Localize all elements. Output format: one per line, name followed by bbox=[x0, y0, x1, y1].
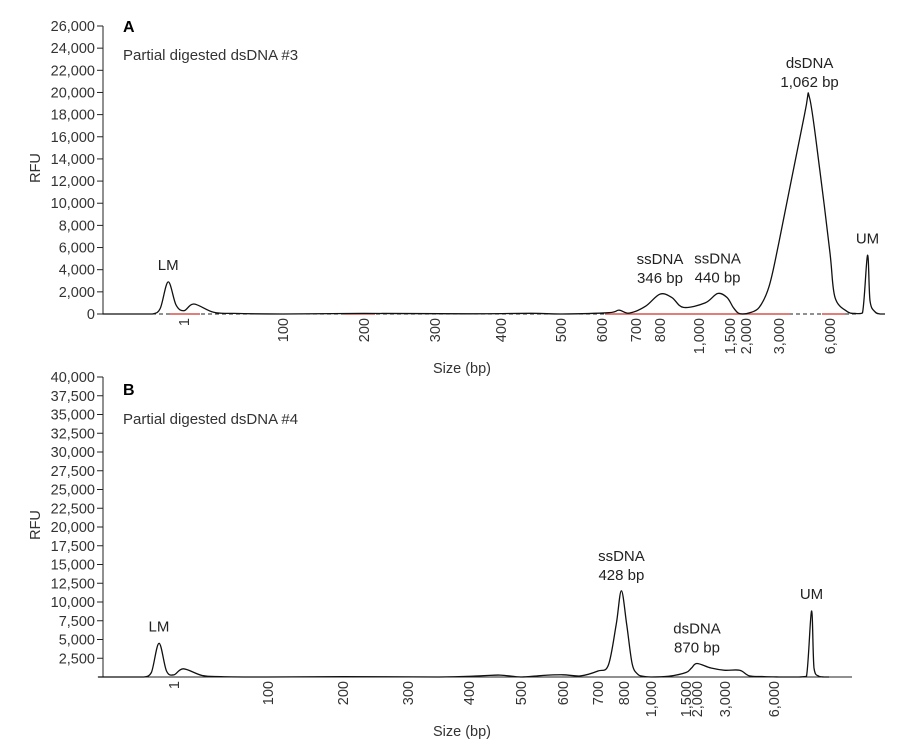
x-tick-label: 500 bbox=[514, 681, 530, 705]
x-tick-label: 600 bbox=[556, 681, 572, 705]
panel-letter: B bbox=[123, 382, 135, 399]
y-tick-label: 24,000 bbox=[51, 41, 95, 57]
y-ticks: 2,500 5,000 7,500 10,000 12,500 15,000 17,500 2… bbox=[51, 370, 103, 667]
y-tick-label: 37,500 bbox=[51, 389, 95, 405]
y-tick-label: 25,000 bbox=[51, 483, 95, 499]
x-tick-label: 1 bbox=[177, 318, 193, 326]
y-tick-label: 35,000 bbox=[51, 408, 95, 424]
x-tick-label: 1,500 bbox=[679, 681, 695, 717]
y-tick-label: 14,000 bbox=[51, 152, 95, 168]
x-tick-label: 200 bbox=[336, 681, 352, 705]
y-tick-label: 8,000 bbox=[59, 218, 95, 234]
y-tick-label: 12,000 bbox=[51, 174, 95, 190]
x-tick-label: 3,000 bbox=[772, 318, 788, 354]
peak-size-label: 870 bp bbox=[674, 640, 720, 657]
y-tick-label: 5,000 bbox=[59, 633, 95, 649]
x-tick-label: 100 bbox=[261, 681, 277, 705]
x-tick-label: 700 bbox=[629, 318, 645, 342]
y-tick-label: 2,500 bbox=[59, 651, 95, 667]
x-tick-label: 600 bbox=[595, 318, 611, 342]
peak-label: UM bbox=[856, 230, 879, 247]
y-tick-label: 10,000 bbox=[51, 595, 95, 611]
peak-annotations: LM ssDNA 346 bp ssDNA 440 bp dsDNA 1,062 bp UM bbox=[158, 55, 879, 287]
y-tick-label: 18,000 bbox=[51, 108, 95, 124]
x-tick-label: 700 bbox=[591, 681, 607, 705]
x-tick-label: 1 bbox=[167, 681, 183, 689]
x-tick-label: 1,500 bbox=[723, 318, 739, 354]
peak-annotations: LM ssDNA 428 bp dsDNA 870 bp UM bbox=[149, 548, 824, 657]
x-tick-label: 500 bbox=[554, 318, 570, 342]
y-tick-label: 0 bbox=[87, 307, 95, 323]
peak-label: LM bbox=[158, 257, 179, 274]
y-tick-label: 40,000 bbox=[51, 370, 95, 386]
peak-label: ssDNA bbox=[598, 548, 645, 565]
peak-label: ssDNA bbox=[637, 251, 684, 268]
peak-size-label: 428 bp bbox=[598, 567, 644, 584]
y-tick-label: 2,000 bbox=[59, 285, 95, 301]
peak-size-label: 346 bp bbox=[637, 270, 683, 287]
x-tick-label: 6,000 bbox=[823, 318, 839, 354]
x-tick-label: 800 bbox=[653, 318, 669, 342]
y-tick-label: 26,000 bbox=[51, 19, 95, 35]
panel-a: A Partial digested dsDNA #3 RFU Size (bp… bbox=[28, 19, 885, 377]
x-axis-title: Size (bp) bbox=[433, 724, 491, 740]
x-tick-label: 1,000 bbox=[692, 318, 708, 354]
peak-label: dsDNA bbox=[786, 55, 834, 72]
x-tick-label: 400 bbox=[462, 681, 478, 705]
y-ticks: 0 2,000 4,000 6,000 8,000 10,000 12,000 14,000 1… bbox=[51, 19, 103, 323]
x-tick-label: 2,000 bbox=[739, 318, 755, 354]
x-tick-label: 800 bbox=[617, 681, 633, 705]
y-tick-label: 6,000 bbox=[59, 241, 95, 257]
chart-title: Partial digested dsDNA #4 bbox=[123, 411, 298, 428]
peak-label: UM bbox=[800, 586, 823, 603]
y-tick-label: 16,000 bbox=[51, 130, 95, 146]
y-tick-label: 30,000 bbox=[51, 445, 95, 461]
x-ticks: 1 100 200 300 400 500 600 700 800 1,000 1,5002,000… bbox=[167, 681, 783, 717]
y-tick-label: 20,000 bbox=[51, 520, 95, 536]
x-axis-title: Size (bp) bbox=[433, 361, 491, 377]
x-tick-label: 300 bbox=[428, 318, 444, 342]
y-tick-label: 12,500 bbox=[51, 576, 95, 592]
y-tick-label: 17,500 bbox=[51, 539, 95, 555]
x-tick-label: 400 bbox=[494, 318, 510, 342]
x-tick-label: 6,000 bbox=[767, 681, 783, 717]
y-tick-label: 27,500 bbox=[51, 464, 95, 480]
chart-title: Partial digested dsDNA #3 bbox=[123, 47, 298, 64]
peak-label: dsDNA bbox=[673, 621, 721, 638]
peak-size-label: 1,062 bp bbox=[780, 74, 838, 91]
x-tick-label: 2,000 bbox=[690, 681, 706, 717]
y-axis-title: RFU bbox=[28, 153, 44, 183]
y-tick-label: 22,000 bbox=[51, 63, 95, 79]
y-tick-label: 4,000 bbox=[59, 263, 95, 279]
series-trace bbox=[97, 590, 829, 678]
y-tick-label: 15,000 bbox=[51, 558, 95, 574]
y-tick-label: 7,500 bbox=[59, 614, 95, 630]
x-tick-label: 1,000 bbox=[644, 681, 660, 717]
peak-label: LM bbox=[149, 618, 170, 635]
y-axis-title: RFU bbox=[28, 510, 44, 540]
x-tick-label: 100 bbox=[276, 318, 292, 342]
y-tick-label: 22,500 bbox=[51, 501, 95, 517]
panel-letter: A bbox=[123, 19, 135, 36]
peak-size-label: 440 bp bbox=[695, 270, 741, 287]
y-tick-label: 20,000 bbox=[51, 85, 95, 101]
y-tick-label: 10,000 bbox=[51, 196, 95, 212]
x-tick-label: 300 bbox=[401, 681, 417, 705]
y-tick-label: 32,500 bbox=[51, 426, 95, 442]
x-tick-label: 3,000 bbox=[718, 681, 734, 717]
peak-label: ssDNA bbox=[694, 251, 741, 268]
panel-b: B Partial digested dsDNA #4 RFU Size (bp… bbox=[28, 370, 852, 740]
x-tick-label: 200 bbox=[357, 318, 373, 342]
series-trace bbox=[102, 92, 885, 315]
